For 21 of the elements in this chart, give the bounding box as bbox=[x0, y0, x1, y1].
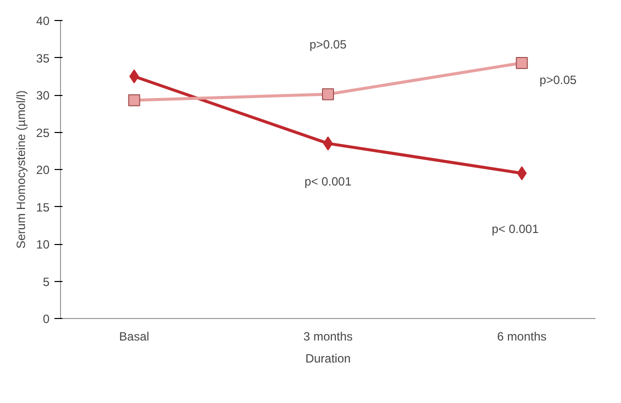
y-axis-title: Serum Homocysteine (µmol/l) bbox=[14, 90, 28, 249]
annotation: p< 0.001 bbox=[304, 174, 352, 188]
annotation: p>0.05 bbox=[540, 73, 577, 88]
y-tick-label: 15 bbox=[36, 200, 50, 214]
y-tick-label: 10 bbox=[36, 238, 50, 252]
annotation: p>0.05 bbox=[309, 37, 347, 52]
point bbox=[516, 56, 528, 69]
y-tick-label: 5 bbox=[42, 274, 50, 289]
y-tick-label: 35 bbox=[36, 51, 50, 66]
y-tick-label: 30 bbox=[36, 88, 50, 102]
y-tick-label: 40 bbox=[36, 14, 50, 28]
point bbox=[128, 94, 140, 106]
x-tick-label: 3 months bbox=[303, 330, 353, 344]
y-tick-label: 20 bbox=[36, 163, 50, 177]
x-tick-label: 6 months bbox=[497, 330, 547, 344]
x-tick-label: Basal bbox=[119, 330, 150, 344]
y-tick-label: 0 bbox=[42, 312, 50, 326]
point bbox=[322, 88, 334, 100]
annotation: p< 0.001 bbox=[492, 222, 540, 236]
x-axis-title: Duration bbox=[305, 352, 351, 366]
y-tick-label: 25 bbox=[36, 126, 50, 140]
